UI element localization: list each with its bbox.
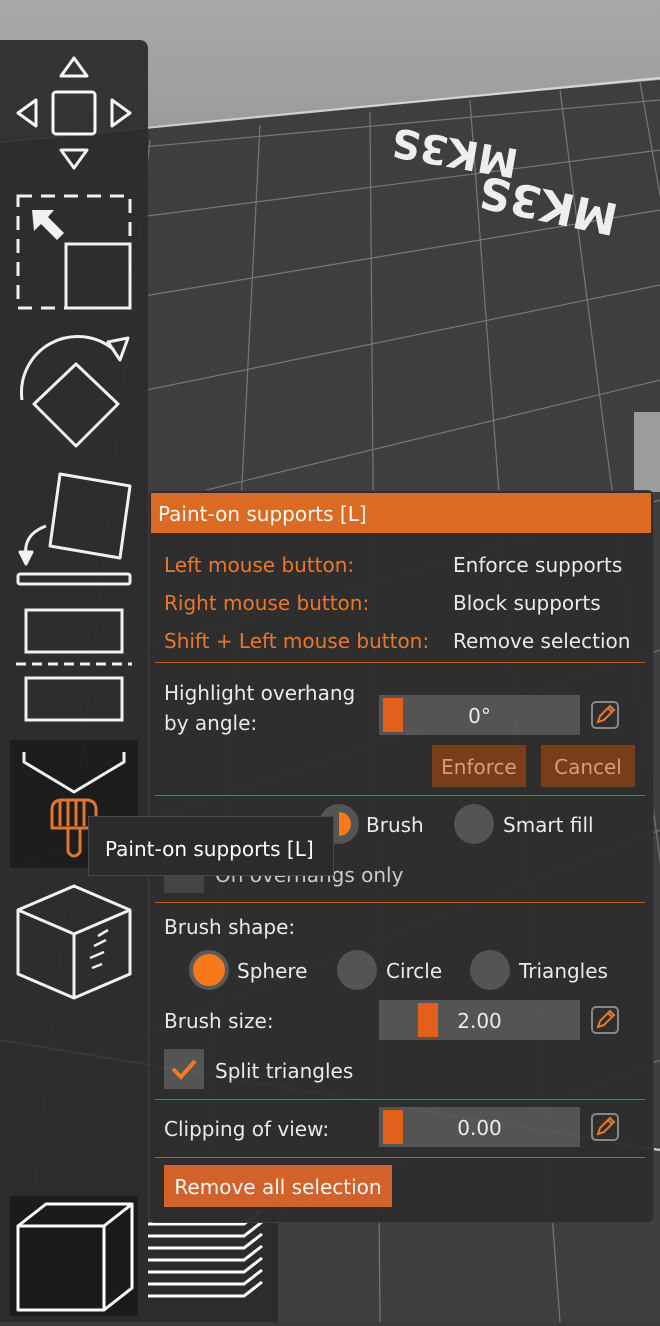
pencil-icon [596,1116,616,1136]
slider-knob[interactable] [383,1110,403,1144]
help-action-left: Enforce supports [453,553,623,577]
slider-value: 0° [468,704,491,728]
3d-view-icon [16,1202,134,1312]
remove-all-selection-button[interactable]: Remove all selection [164,1165,392,1207]
shape-circle-label: Circle [386,959,443,983]
help-key-shift-left: Shift + Left mouse button: [164,629,430,653]
layers-view-icon [148,1208,263,1298]
paint-supports-icon [22,752,126,858]
panel-title: Paint-on supports [L] [151,493,651,533]
3d-view-button[interactable] [10,1196,138,1316]
highlight-overhang-label-line2: by angle: [164,711,258,735]
help-action-right: Block supports [453,591,601,615]
shape-triangles-label: Triangles [519,959,608,983]
rotate-icon [20,335,130,448]
move-icon [16,56,132,170]
slider-value: 0.00 [457,1116,502,1140]
clipping-of-view-slider[interactable]: 0.00 [379,1107,580,1147]
separator [155,1099,645,1100]
slider-knob[interactable] [383,698,403,732]
layers-view-button[interactable] [144,1196,272,1316]
checkmark-icon [171,1059,197,1080]
clipping-of-view-label: Clipping of view: [164,1117,330,1141]
shape-sphere-radio[interactable] [189,950,229,990]
shape-sphere-label: Sphere [237,959,308,983]
shape-circle-radio[interactable] [337,950,377,990]
tool-smart-fill-label: Smart fill [503,813,594,837]
separator [155,662,645,663]
pencil-icon [596,704,616,724]
help-key-right: Right mouse button: [164,591,370,615]
rotate-tool[interactable] [10,328,138,452]
tool-brush-label: Brush [366,813,424,837]
edit-clipping-button[interactable] [591,1113,619,1141]
brush-shape-label: Brush shape: [164,915,296,939]
cancel-button[interactable]: Cancel [541,745,635,787]
brush-size-slider[interactable]: 2.00 [379,1000,580,1040]
enforce-button[interactable]: Enforce [432,745,526,787]
shape-triangles-radio[interactable] [470,950,510,990]
split-triangles-checkbox[interactable] [164,1049,204,1089]
view-toolbar [0,1190,278,1322]
scale-icon [16,194,132,310]
gizmo-toolbar [0,40,148,1200]
split-triangles-label: Split triangles [215,1059,354,1083]
overhang-angle-slider[interactable]: 0° [379,695,580,735]
edit-brush-size-button[interactable] [591,1006,619,1034]
highlight-overhang-label: Highlight overhang by angle: [164,681,355,735]
help-action-shift-left: Remove selection [453,629,631,653]
move-tool[interactable] [10,48,138,180]
slider-value: 2.00 [457,1009,502,1033]
scale-tool[interactable] [10,190,138,314]
highlight-overhang-label-line1: Highlight overhang [164,681,356,705]
cut-tool[interactable] [10,604,138,728]
separator [155,1157,645,1158]
edit-overhang-angle-button[interactable] [591,701,619,729]
seam-painting-tool[interactable] [10,880,138,1004]
separator [155,902,645,903]
cut-icon [16,608,132,722]
slider-knob[interactable] [417,1003,438,1037]
brush-size-label: Brush size: [164,1009,274,1033]
place-on-face-icon [16,472,132,586]
tooltip: Paint-on supports [L] [88,816,334,876]
seam-painting-icon [16,884,132,1000]
pencil-icon [596,1009,616,1029]
place-on-face-tool[interactable] [10,466,138,590]
separator [155,795,645,796]
help-key-left: Left mouse button: [164,553,355,577]
tool-smart-fill-radio[interactable] [454,804,494,844]
